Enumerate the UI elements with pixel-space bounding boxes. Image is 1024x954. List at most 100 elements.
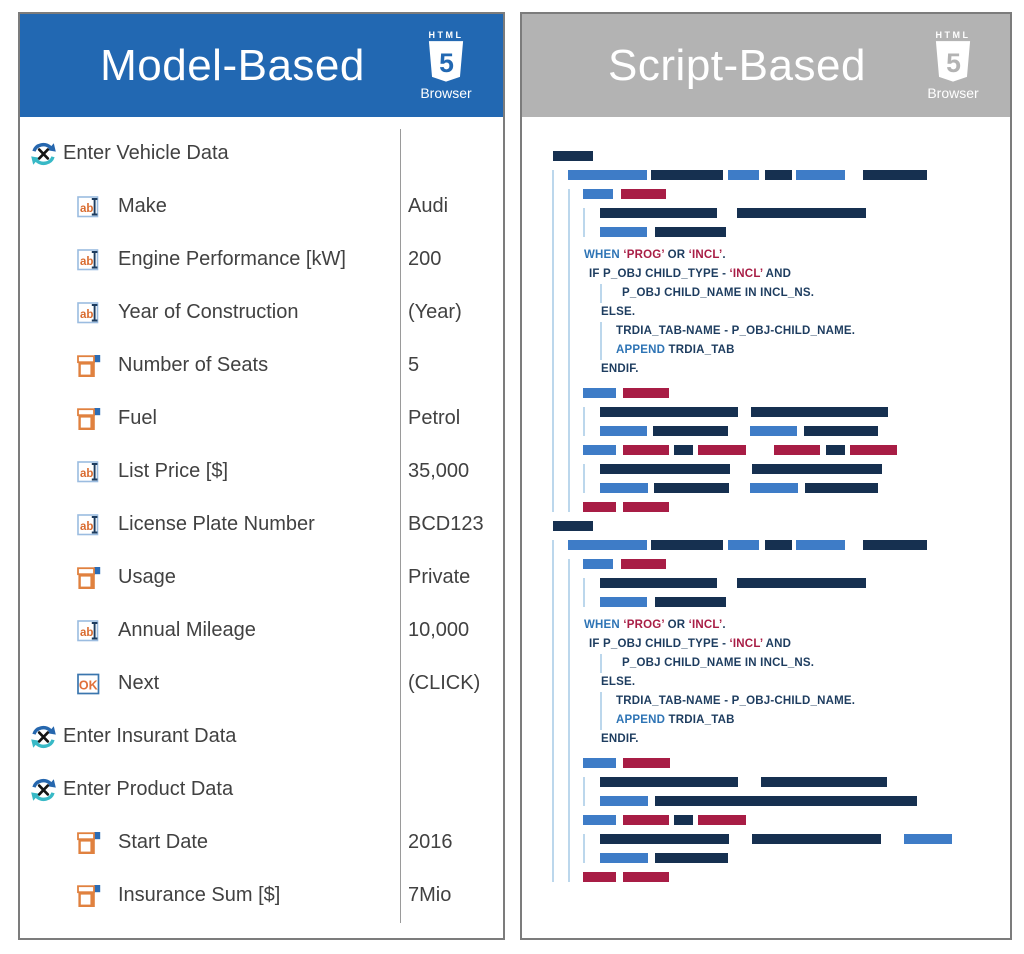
- code-bar: [765, 170, 792, 180]
- code-bar-row: [583, 815, 1010, 825]
- code-bar-row: [600, 597, 1010, 607]
- code-bar: [568, 540, 647, 550]
- script-based-panel: Script-Based HTML 5 Browser WHEN ‘PROG’ …: [520, 12, 1012, 940]
- indent-group: [583, 578, 1010, 607]
- code-bar: [600, 426, 647, 436]
- code-bar: [765, 540, 792, 550]
- field-value: Petrol: [408, 407, 461, 429]
- code-bar-row: [583, 758, 1010, 768]
- code-line: P_OBJ CHILD_NAME IN INCL_NS.: [622, 657, 815, 669]
- field-value: Private: [408, 566, 471, 588]
- code-line: WHEN ‘PROG’ OR ‘INCL’.: [584, 249, 726, 261]
- field-value: 200: [408, 248, 442, 270]
- code-bar: [796, 170, 845, 180]
- code-bar-row: [583, 502, 1010, 512]
- field-label: Usage: [118, 566, 176, 588]
- code-bar: [653, 426, 728, 436]
- code-bar: [600, 578, 717, 588]
- field-value: 2016: [408, 831, 453, 853]
- code-bar: [728, 170, 759, 180]
- text-input-icon: ab: [75, 617, 102, 644]
- section-row: Enter Vehicle Data: [20, 127, 503, 180]
- combobox-icon: [75, 829, 102, 856]
- code-line: P_OBJ CHILD_NAME IN INCL_NS.: [622, 287, 815, 299]
- field-value: (Year): [408, 301, 462, 323]
- code-bar-row: [583, 872, 1010, 882]
- field-label: Enter Product Data: [63, 778, 234, 800]
- html5-shield-icon: 5: [935, 41, 971, 82]
- field-row: Usage Private: [20, 551, 503, 604]
- code-bar-row: [583, 189, 1010, 199]
- code-bar-row: [600, 853, 1010, 863]
- code-bar-row: [600, 777, 1010, 787]
- model-panel-header: Model-Based HTML 5 Browser: [20, 14, 503, 117]
- code-bar: [600, 834, 729, 844]
- block-header-bar: [553, 151, 593, 161]
- code-bar: [583, 758, 616, 768]
- field-row: ab Make Audi: [20, 180, 503, 233]
- code-bar: [750, 483, 798, 493]
- combobox-icon: [75, 405, 102, 432]
- svg-text:ab: ab: [80, 256, 93, 268]
- text-input-icon: ab: [75, 511, 102, 538]
- code-bar: [600, 483, 648, 493]
- code-bar: [655, 796, 917, 806]
- field-label: Engine Performance [kW]: [118, 248, 346, 270]
- section-row: Enter Insurant Data: [20, 710, 503, 763]
- logo-html-text: HTML: [935, 30, 971, 40]
- code-bar: [623, 815, 669, 825]
- svg-text:ab: ab: [80, 468, 93, 480]
- field-row: ab Annual Mileage 10,000: [20, 604, 503, 657]
- code-bar: [863, 540, 927, 550]
- logo-html-text: HTML: [428, 30, 464, 40]
- text-input-icon: ab: [75, 458, 102, 485]
- field-row: Start Date 2016: [20, 816, 503, 869]
- code-bar: [583, 502, 616, 512]
- code-bar: [583, 445, 616, 455]
- code-line: TRDIA_TAB-NAME - P_OBJ-CHILD_NAME.: [616, 325, 856, 337]
- field-label: Make: [118, 195, 167, 217]
- code-bar-row: [600, 578, 1010, 588]
- code-bar: [583, 559, 613, 569]
- code-bar-row: [568, 170, 1010, 180]
- sync-icon: [30, 723, 57, 750]
- code-block: WHEN ‘PROG’ OR ‘INCL’. IF P_OBJ CHILD_TYP…: [522, 151, 1010, 512]
- code-bar: [655, 853, 728, 863]
- code-bar: [623, 502, 669, 512]
- field-row: ab License Plate Number BCD123: [20, 498, 503, 551]
- code-bar: [623, 445, 669, 455]
- field-row: Fuel Petrol: [20, 392, 503, 445]
- code-bar: [674, 815, 693, 825]
- code-bar: [600, 796, 648, 806]
- field-label: Enter Vehicle Data: [63, 142, 229, 164]
- field-row: ab List Price [$] 35,000: [20, 445, 503, 498]
- indent-group: [583, 464, 1010, 493]
- code-line: ELSE.: [601, 676, 636, 688]
- code-line: ENDIF.: [601, 363, 639, 375]
- code-bar: [850, 445, 897, 455]
- code-bar: [651, 540, 723, 550]
- html5-logo: HTML 5 Browser: [916, 30, 990, 101]
- code-bar-row: [600, 227, 1010, 237]
- indent-group: [583, 208, 1010, 237]
- code-bar: [863, 170, 927, 180]
- code-bar: [728, 540, 759, 550]
- code-bar-row: [568, 540, 1010, 550]
- code-bar-row: [583, 559, 1010, 569]
- code-bar-row: [600, 796, 1010, 806]
- field-label: Year of Construction: [118, 301, 299, 323]
- indent-group: [583, 407, 1010, 436]
- field-label: Annual Mileage: [118, 619, 256, 641]
- indent-group: TRDIA_TAB-NAME - P_OBJ-CHILD_NAME. APPEND…: [600, 322, 1010, 360]
- code-bar: [698, 815, 746, 825]
- section-row: Enter Product Data: [20, 763, 503, 816]
- code-line: IF P_OBJ CHILD_TYPE - ‘INCL’ AND: [589, 638, 792, 650]
- field-value: (CLICK): [408, 672, 481, 694]
- code-bar-row: [600, 834, 1010, 844]
- svg-text:ab: ab: [80, 203, 93, 215]
- indent-group: P_OBJ CHILD_NAME IN INCL_NS.: [600, 654, 1010, 673]
- field-value: 35,000: [408, 460, 470, 482]
- code-bar: [651, 170, 723, 180]
- field-label: Fuel: [118, 407, 157, 429]
- script-panel-header: Script-Based HTML 5 Browser: [522, 14, 1010, 117]
